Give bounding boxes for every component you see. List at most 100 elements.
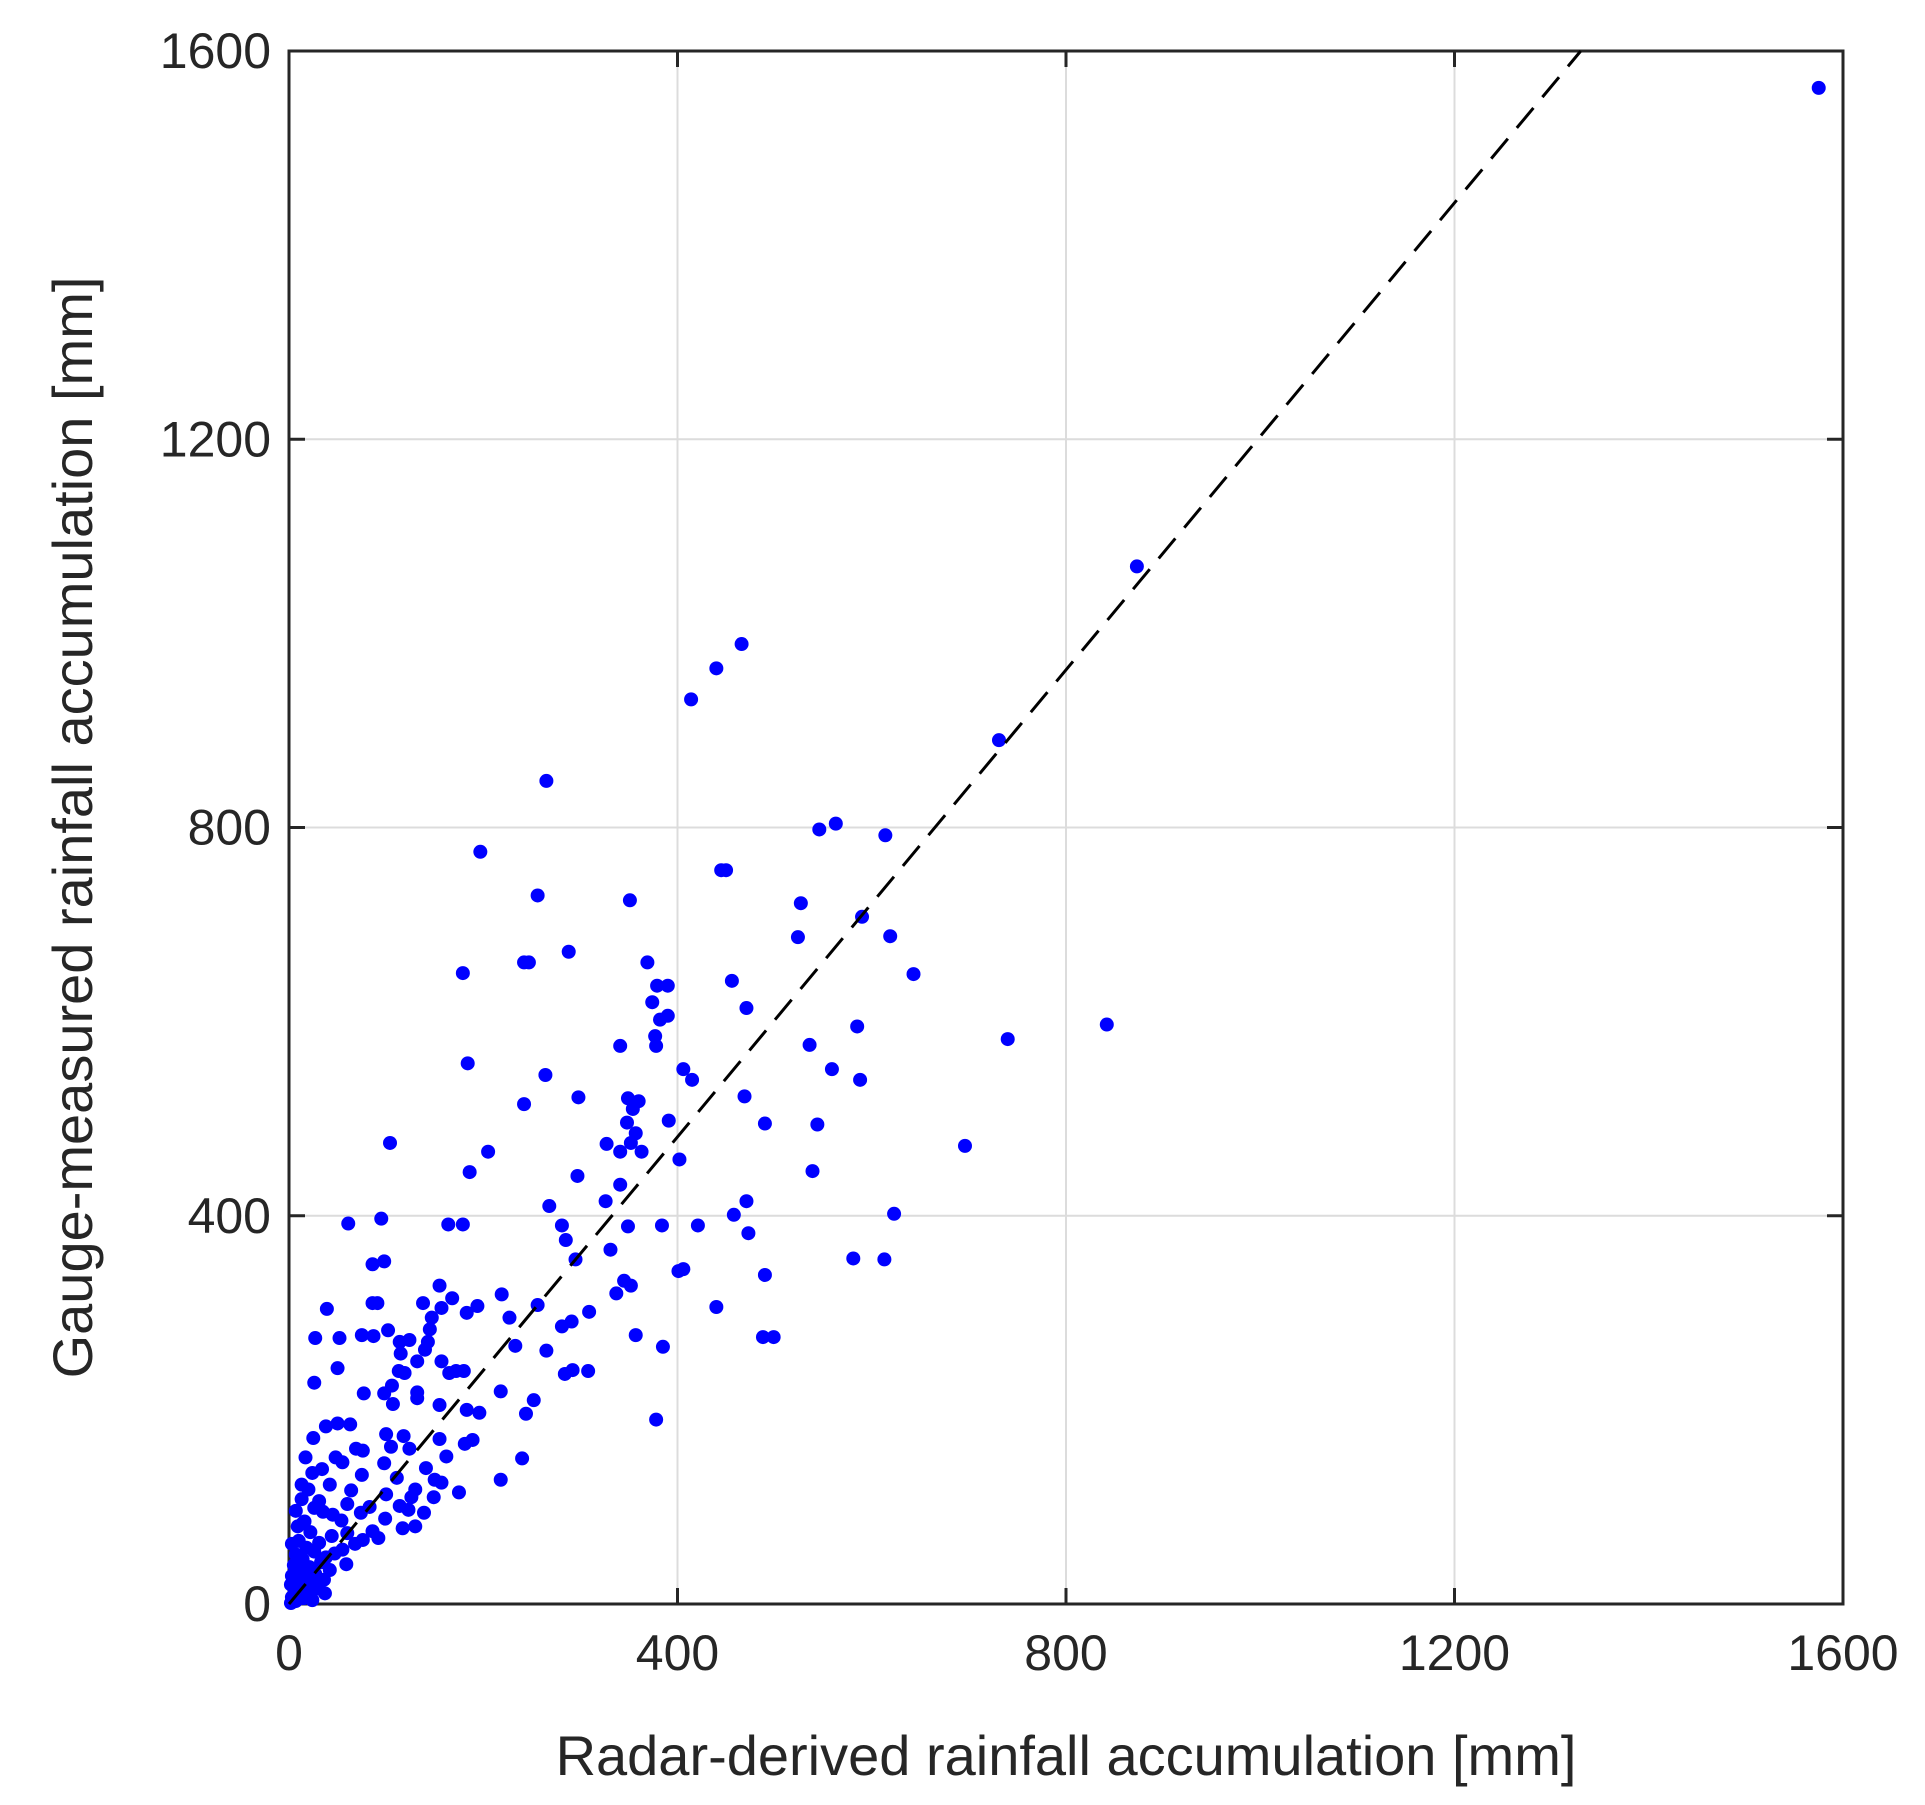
one-to-one-reference-line bbox=[287, 50, 1582, 1605]
data-point bbox=[328, 1450, 343, 1465]
data-point bbox=[623, 1278, 638, 1293]
data-point bbox=[793, 896, 808, 911]
data-point bbox=[672, 1152, 687, 1167]
data-point bbox=[850, 1019, 865, 1034]
data-point bbox=[344, 1483, 359, 1498]
data-point bbox=[613, 1038, 628, 1053]
data-point bbox=[581, 1364, 596, 1379]
data-point bbox=[824, 1062, 839, 1077]
data-point bbox=[726, 1207, 741, 1222]
data-point bbox=[878, 828, 893, 843]
data-point bbox=[434, 1300, 449, 1315]
data-point bbox=[526, 1393, 541, 1408]
data-point bbox=[654, 1218, 669, 1233]
data-point bbox=[457, 1436, 472, 1451]
data-point bbox=[393, 1346, 408, 1361]
data-point bbox=[441, 1217, 456, 1232]
y-tick-label: 800 bbox=[188, 800, 271, 856]
data-point bbox=[366, 1329, 381, 1344]
data-point bbox=[354, 1467, 369, 1482]
data-point bbox=[631, 1094, 646, 1109]
data-point bbox=[582, 1304, 597, 1319]
data-point bbox=[418, 1461, 433, 1476]
data-point bbox=[1129, 559, 1144, 574]
data-point bbox=[307, 1375, 322, 1390]
data-point bbox=[307, 1544, 322, 1559]
data-point bbox=[284, 1536, 299, 1551]
data-point bbox=[883, 929, 898, 944]
data-point bbox=[395, 1521, 410, 1536]
data-point bbox=[570, 1168, 585, 1183]
data-point bbox=[613, 1144, 628, 1159]
data-point bbox=[757, 1267, 772, 1282]
data-point bbox=[828, 816, 843, 831]
data-point bbox=[404, 1490, 419, 1505]
data-point bbox=[410, 1391, 425, 1406]
data-point bbox=[805, 1164, 820, 1179]
data-point bbox=[445, 1291, 460, 1306]
data-point bbox=[332, 1331, 347, 1346]
data-point bbox=[558, 1233, 573, 1248]
data-point bbox=[660, 978, 675, 993]
data-point bbox=[739, 1194, 754, 1209]
data-point bbox=[377, 1254, 392, 1269]
data-point bbox=[645, 995, 660, 1010]
data-point bbox=[439, 1449, 454, 1464]
x-tick-label: 0 bbox=[275, 1625, 303, 1681]
data-point bbox=[417, 1505, 432, 1520]
data-point bbox=[685, 1072, 700, 1087]
data-point bbox=[340, 1497, 355, 1512]
data-point bbox=[365, 1296, 380, 1311]
data-point bbox=[322, 1477, 337, 1492]
data-point bbox=[334, 1513, 349, 1528]
labels: Radar-derived rainfall accumulation [mm]… bbox=[41, 23, 1899, 1787]
data-point bbox=[343, 1417, 358, 1432]
data-point bbox=[459, 1402, 474, 1417]
data-point bbox=[622, 893, 637, 908]
data-point bbox=[650, 978, 665, 993]
data-point bbox=[462, 1165, 477, 1180]
data-point bbox=[598, 1194, 613, 1209]
data-point bbox=[690, 1218, 705, 1233]
data-point bbox=[385, 1397, 400, 1412]
data-point bbox=[432, 1431, 447, 1446]
y-tick-label: 0 bbox=[243, 1576, 271, 1632]
data-point bbox=[542, 1199, 557, 1214]
data-point bbox=[459, 1305, 474, 1320]
data-point bbox=[308, 1331, 323, 1346]
data-point bbox=[432, 1278, 447, 1293]
data-point bbox=[408, 1519, 423, 1534]
data-point bbox=[906, 967, 921, 982]
data-point bbox=[649, 1412, 664, 1427]
x-tick-label: 800 bbox=[1024, 1625, 1107, 1681]
data-point bbox=[623, 1135, 638, 1150]
data-point bbox=[502, 1310, 517, 1325]
data-point bbox=[991, 733, 1006, 748]
data-point bbox=[472, 1405, 487, 1420]
data-point bbox=[301, 1482, 316, 1497]
data-point bbox=[324, 1529, 339, 1544]
data-point bbox=[460, 1056, 475, 1071]
data-point bbox=[434, 1354, 449, 1369]
data-point bbox=[790, 930, 805, 945]
data-point bbox=[734, 637, 749, 652]
data-point bbox=[377, 1456, 392, 1471]
data-point bbox=[810, 1117, 825, 1132]
data-point bbox=[709, 661, 724, 676]
data-point bbox=[518, 1406, 533, 1421]
data-point bbox=[599, 1136, 614, 1151]
data-point bbox=[634, 1144, 649, 1159]
data-point bbox=[517, 1097, 532, 1112]
data-point bbox=[620, 1091, 635, 1106]
data-point bbox=[724, 973, 739, 988]
data-point bbox=[341, 1216, 356, 1231]
data-point bbox=[557, 1366, 572, 1381]
data-point bbox=[288, 1503, 303, 1518]
data-point bbox=[365, 1257, 380, 1272]
data-point bbox=[494, 1287, 509, 1302]
data-point bbox=[887, 1206, 902, 1221]
data-point bbox=[434, 1475, 449, 1490]
data-point bbox=[640, 955, 655, 970]
data-point bbox=[846, 1251, 861, 1266]
